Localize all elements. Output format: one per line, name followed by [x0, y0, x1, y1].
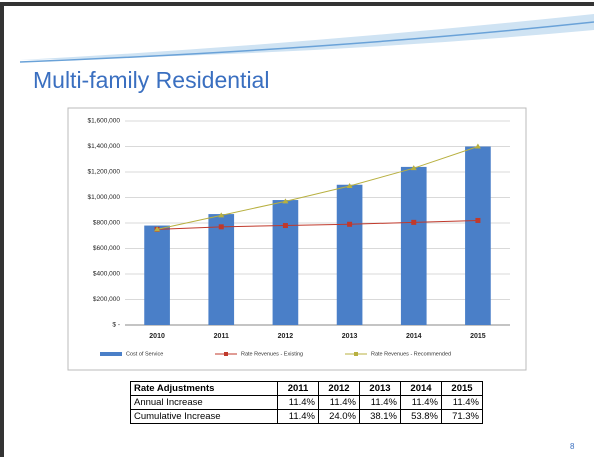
swoosh-line	[19, 21, 594, 63]
page-number: 8	[570, 442, 575, 451]
table-cell: 2014	[400, 381, 442, 396]
marker	[410, 165, 417, 171]
y-tick-label: $1,400,000	[87, 143, 120, 150]
table-row: Rate Adjustments 2011 2012 2013 2014 2015	[130, 381, 483, 396]
marker	[282, 223, 288, 229]
legend-label: Cost of Service	[126, 351, 163, 357]
legend-label: Rate Revenues - Recommended	[371, 351, 451, 357]
table-cell: 11.4%	[441, 395, 483, 410]
marker	[346, 183, 353, 189]
marker	[474, 143, 481, 149]
y-tick-label: $1,000,000	[87, 194, 120, 201]
table-cell: 2012	[318, 381, 360, 396]
marker	[347, 221, 353, 227]
legend-marker	[354, 352, 358, 356]
table-row: Cumulative Increase 11.4% 24.0% 38.1% 53.8% 7…	[130, 409, 483, 424]
table-row: Annual Increase 11.4% 11.4% 11.4% 11.4% 11.4%	[130, 395, 483, 410]
rate-table: Rate Adjustments 2011 2012 2013 2014 2015 Annu…	[130, 381, 483, 424]
legend-marker	[224, 352, 228, 356]
marker	[411, 219, 417, 225]
x-tick-label: 2014	[406, 333, 422, 340]
bar	[336, 184, 363, 325]
marker	[154, 226, 161, 232]
table-cell: Rate Adjustments	[130, 381, 278, 396]
marker	[282, 198, 289, 204]
table-cell: 2015	[441, 381, 483, 396]
table-cell: Annual Increase	[130, 395, 278, 410]
y-tick-label: $400,000	[93, 271, 120, 278]
table-cell: 24.0%	[318, 409, 360, 424]
table-cell: 2011	[277, 381, 319, 396]
x-tick-label: 2015	[470, 333, 486, 340]
y-tick-label: $1,600,000	[87, 118, 120, 125]
slide-title: Multi-family Residential	[33, 67, 269, 93]
y-tick-label: $800,000	[93, 220, 120, 227]
bar	[400, 166, 427, 325]
table-cell: 11.4%	[277, 409, 319, 424]
chart-frame	[67, 107, 527, 371]
x-tick-label: 2013	[342, 333, 358, 340]
table-cell: Cumulative Increase	[130, 409, 278, 424]
x-tick-label: 2011	[214, 333, 229, 340]
bar	[465, 146, 491, 325]
table-cell: 11.4%	[277, 395, 319, 410]
table-cell: 11.4%	[359, 395, 401, 410]
bar	[144, 225, 170, 325]
bar	[272, 200, 299, 325]
line	[157, 219, 478, 230]
x-tick-label: 2012	[278, 333, 294, 340]
y-tick-label: $ -	[112, 322, 120, 329]
table-cell: 2013	[359, 381, 401, 396]
table-cell: 11.4%	[400, 395, 442, 410]
bar	[208, 214, 235, 325]
line	[156, 146, 479, 230]
y-tick-label: $600,000	[93, 245, 120, 252]
marker	[475, 217, 481, 223]
marker	[218, 224, 224, 230]
x-tick-label: 2010	[149, 333, 165, 340]
y-tick-label: $1,200,000	[87, 169, 120, 176]
y-tick-label: $200,000	[93, 296, 120, 303]
table-cell: 11.4%	[318, 395, 360, 410]
legend-swatch	[100, 352, 122, 356]
table-cell: 71.3%	[441, 409, 483, 424]
swoosh	[20, 14, 594, 60]
marker	[218, 212, 225, 218]
table-cell: 38.1%	[359, 409, 401, 424]
table-cell: 53.8%	[400, 409, 442, 424]
legend-label: Rate Revenues - Existing	[241, 351, 303, 357]
